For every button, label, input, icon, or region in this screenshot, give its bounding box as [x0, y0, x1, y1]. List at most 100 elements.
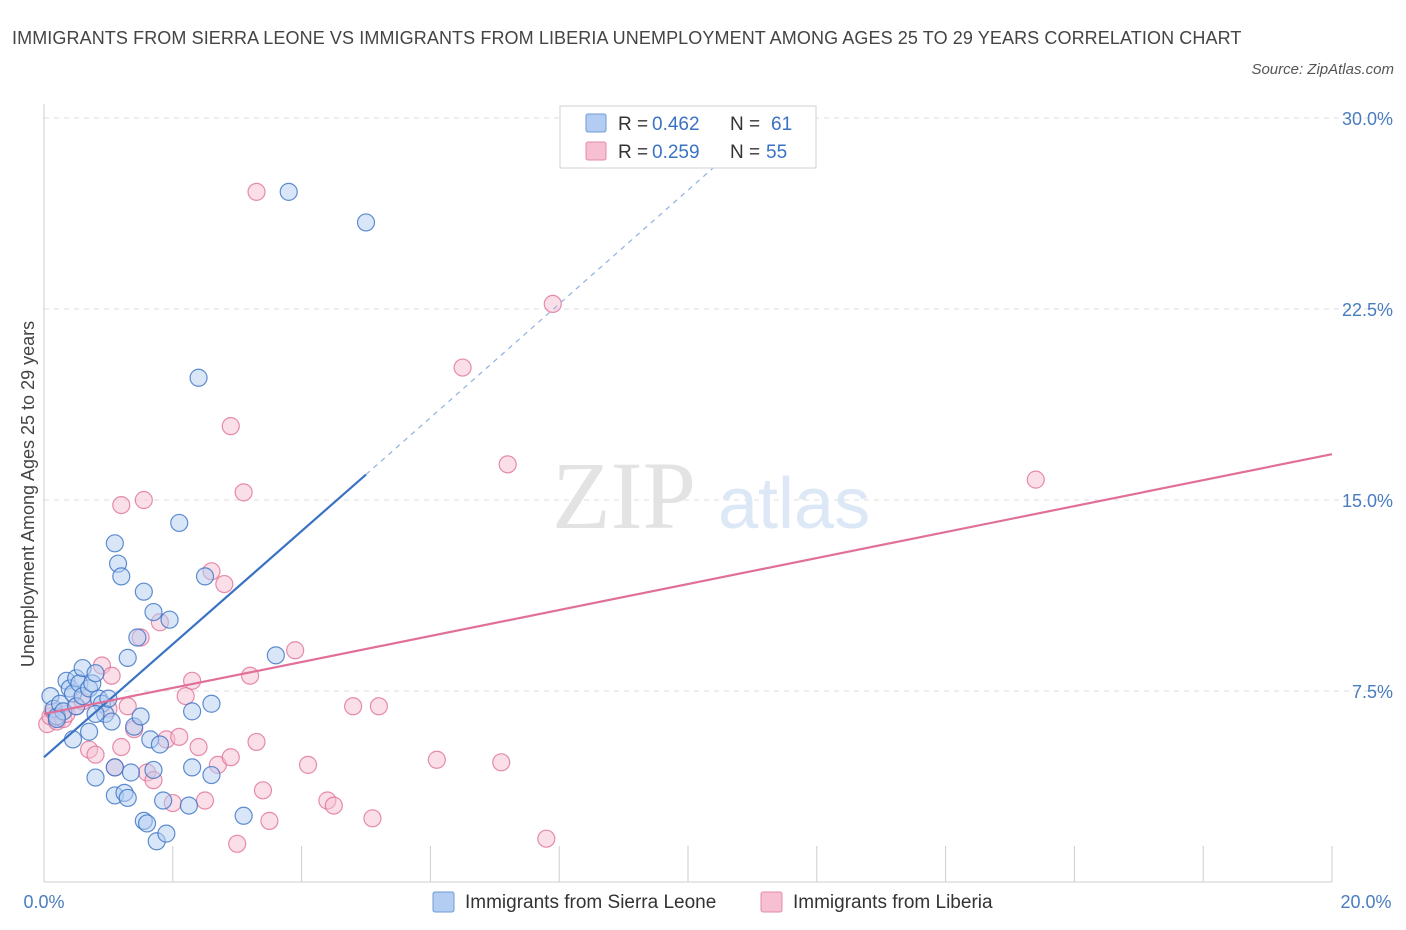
sierra-leone-points: [41, 182, 376, 851]
trend-line-liberia: [43, 453, 1333, 715]
data-point: [86, 768, 105, 787]
x-ticks: [43, 846, 1333, 882]
data-point: [240, 666, 260, 685]
data-point: [137, 814, 157, 833]
legend-n-value-1: 61: [771, 114, 792, 135]
y-tick-labels: 7.5% 15.0% 22.5% 30.0%: [1342, 109, 1393, 702]
series-legend-label-sierra-leone: Immigrants from Sierra Leone: [465, 892, 716, 913]
data-point: [105, 534, 124, 553]
data-point: [183, 702, 202, 721]
data-point: [221, 748, 240, 767]
liberia-points: [38, 182, 1045, 853]
data-point: [179, 796, 198, 815]
x-tick-label-min: 0.0%: [23, 892, 64, 912]
stats-legend: R = 0.462 N = 61 R = 0.259 N = 55: [559, 105, 817, 169]
data-point: [170, 727, 189, 746]
data-point: [298, 755, 318, 774]
data-point: [369, 697, 388, 716]
data-point: [253, 781, 273, 800]
data-point: [79, 722, 99, 741]
data-point: [286, 641, 305, 660]
data-point: [492, 753, 511, 772]
data-point: [202, 765, 221, 785]
data-point: [134, 490, 153, 510]
legend-r-value-2: 0.259: [652, 142, 700, 163]
data-point: [543, 294, 562, 314]
data-point: [102, 712, 121, 731]
data-point: [247, 732, 266, 752]
legend-r-value-1: 0.462: [652, 114, 700, 135]
legend-r-label-2: R =: [618, 142, 648, 163]
data-point: [157, 824, 176, 843]
series-legend-swatch-sierra-leone: [432, 891, 455, 913]
chart-title: IMMIGRANTS FROM SIERRA LEONE VS IMMIGRAN…: [12, 28, 1242, 48]
data-point: [453, 358, 472, 377]
series-legend-label-liberia: Immigrants from Liberia: [793, 892, 993, 913]
chart-source: Source: ZipAtlas.com: [1251, 61, 1394, 78]
data-point: [160, 610, 179, 629]
data-point: [144, 602, 163, 622]
data-point: [266, 646, 285, 665]
data-point: [215, 574, 234, 594]
y-tick-label: 7.5%: [1352, 682, 1393, 702]
series-legend-swatch-liberia: [760, 891, 783, 913]
data-point: [86, 745, 105, 764]
trend-lines: [43, 132, 1333, 759]
legend-swatch-liberia: [585, 141, 607, 161]
data-point: [189, 737, 208, 757]
legend-swatch-sierra-leone: [585, 113, 607, 133]
data-point: [170, 513, 189, 533]
data-point: [154, 791, 173, 810]
watermark-atlas: atlas: [718, 464, 870, 544]
data-point: [195, 791, 215, 810]
data-point: [112, 567, 131, 586]
data-point: [1026, 470, 1045, 489]
data-point: [176, 686, 195, 706]
data-point: [221, 417, 240, 436]
data-point: [279, 182, 298, 201]
legend-n-value-2: 55: [766, 142, 787, 163]
y-tick-label: 22.5%: [1342, 300, 1393, 320]
legend-r-label-1: R =: [618, 114, 648, 135]
data-point: [134, 582, 153, 601]
data-point: [195, 567, 215, 586]
data-point: [363, 809, 382, 828]
data-point: [150, 735, 170, 754]
data-point: [234, 483, 253, 502]
data-point: [144, 760, 163, 780]
data-point: [260, 811, 279, 830]
data-point: [128, 628, 147, 647]
data-point: [427, 750, 446, 769]
trend-line-sierra-leone: [43, 473, 367, 759]
y-tick-label: 30.0%: [1342, 109, 1393, 129]
data-point: [228, 834, 247, 853]
data-point: [112, 495, 131, 515]
data-point: [344, 697, 363, 716]
watermark-zip: ZIP: [552, 442, 696, 549]
y-tick-label: 15.0%: [1342, 491, 1393, 511]
data-point: [86, 664, 105, 683]
data-point: [498, 455, 517, 474]
data-point: [118, 788, 137, 808]
data-point: [131, 707, 150, 726]
data-point: [183, 671, 202, 690]
data-point: [189, 368, 208, 387]
data-point: [537, 829, 556, 848]
data-point: [121, 763, 141, 782]
data-point: [102, 666, 121, 685]
data-point: [324, 796, 343, 815]
data-point: [356, 213, 376, 232]
data-point: [63, 730, 83, 749]
x-tick-label-max: 20.0%: [1340, 892, 1391, 912]
y-axis-title: Unemployment Among Ages 25 to 29 years: [18, 321, 38, 667]
data-point: [118, 648, 137, 667]
legend-n-label-1: N =: [730, 114, 760, 135]
data-point: [183, 758, 202, 777]
series-legend: Immigrants from Sierra Leone Immigrants …: [432, 891, 993, 913]
data-point: [112, 737, 131, 757]
data-point: [247, 182, 266, 201]
data-point: [234, 806, 253, 825]
legend-n-label-2: N =: [730, 142, 760, 163]
data-point: [105, 758, 124, 777]
